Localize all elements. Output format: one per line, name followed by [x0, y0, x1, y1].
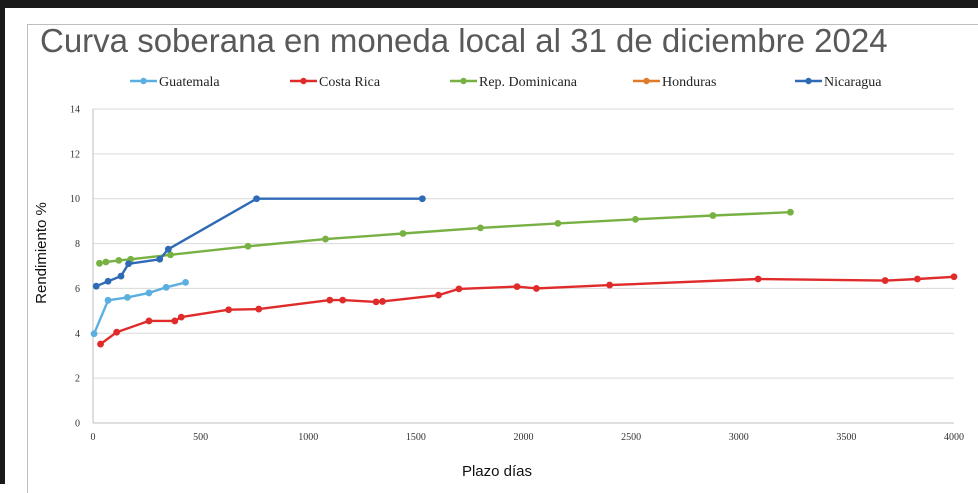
data-point — [113, 328, 121, 336]
data-point — [225, 306, 233, 314]
data-point — [399, 230, 407, 237]
x-tick-label: 1500 — [406, 432, 426, 443]
data-point — [455, 285, 463, 293]
data-point — [97, 340, 104, 348]
data-point — [513, 283, 521, 291]
data-point — [435, 291, 442, 299]
data-point — [709, 212, 717, 219]
data-point — [115, 256, 123, 264]
legend-marker — [643, 77, 650, 85]
data-point — [145, 317, 153, 325]
series-nicaragua — [92, 195, 426, 290]
data-point — [326, 296, 334, 304]
series-line — [95, 197, 423, 288]
legend-item: Rep. Dominicana — [450, 75, 578, 90]
data-point — [950, 273, 958, 281]
x-tick-label: 2000 — [514, 432, 534, 443]
legend-label: Guatemala — [159, 75, 220, 90]
series-line — [99, 211, 791, 265]
data-point — [754, 275, 762, 283]
data-point — [156, 255, 164, 263]
x-tick-label: 1000 — [298, 432, 318, 443]
data-point — [92, 282, 100, 290]
data-point — [787, 208, 794, 216]
data-point — [104, 296, 112, 304]
data-point — [145, 289, 153, 297]
y-tick-label: 2 — [75, 374, 80, 385]
data-point — [96, 259, 103, 267]
data-point — [182, 278, 189, 286]
chart-panel — [27, 24, 978, 493]
data-point — [90, 330, 98, 338]
data-point — [253, 195, 260, 203]
data-point — [104, 277, 112, 285]
data-point — [177, 313, 185, 321]
y-tick-label: 4 — [75, 329, 80, 340]
data-point — [372, 298, 380, 306]
y-tick-label: 8 — [75, 239, 80, 250]
x-tick-label: 3500 — [836, 432, 856, 443]
data-point — [244, 242, 252, 250]
data-point — [554, 219, 562, 227]
data-point — [477, 224, 484, 232]
legend-label: Nicaragua — [824, 75, 882, 90]
axes: 0 2 4 6 8 10 12 14 0 500 1000 1500 2000 2500 3000 3500 4… — [70, 105, 964, 444]
x-tick-label: 500 — [193, 432, 208, 443]
legend-label: Rep. Dominicana — [479, 75, 578, 90]
data-point — [255, 305, 263, 313]
y-axis-label: Rendimiento % — [33, 202, 50, 304]
plot-area — [90, 195, 958, 348]
legend-item: Nicaragua — [795, 75, 882, 90]
data-point — [418, 195, 426, 203]
legend: Guatemala Costa Rica Rep. Dominicana Hondur… — [130, 75, 882, 90]
data-point — [171, 317, 179, 325]
data-point — [339, 296, 347, 304]
data-point — [533, 285, 540, 292]
data-point — [125, 260, 132, 268]
y-tick-label: 10 — [70, 194, 80, 205]
data-point — [124, 294, 131, 301]
data-point — [164, 245, 172, 253]
data-point — [167, 251, 174, 259]
legend-label: Costa Rica — [319, 75, 381, 90]
series-guatemala — [90, 278, 189, 338]
legend-item: Guatemala — [130, 75, 220, 90]
x-tick-label: 0 — [91, 432, 96, 443]
legend-marker — [300, 77, 307, 85]
x-tick-label: 2500 — [621, 432, 641, 443]
x-axis-label: Plazo días — [462, 463, 532, 480]
legend-item: Costa Rica — [290, 75, 381, 90]
x-tick-label: 4000 — [944, 432, 964, 443]
series-costa-rica — [97, 273, 958, 348]
data-point — [322, 235, 329, 243]
legend-marker — [805, 77, 812, 85]
y-tick-label: 14 — [70, 105, 80, 116]
y-tick-label: 12 — [70, 149, 80, 160]
legend-marker — [140, 77, 147, 85]
data-point — [914, 275, 921, 283]
legend-item: Honduras — [633, 75, 716, 90]
y-tick-label: 6 — [75, 284, 80, 295]
series-rep-dominicana — [96, 208, 794, 267]
data-point — [379, 298, 386, 305]
data-point — [162, 283, 170, 291]
y-tick-label: 0 — [75, 419, 80, 430]
x-tick-label: 3000 — [729, 432, 749, 443]
data-point — [881, 277, 889, 284]
chart-title: Curva soberana en moneda local al 31 de … — [40, 22, 888, 59]
data-point — [102, 258, 110, 266]
legend-label: Honduras — [662, 75, 716, 90]
legend-marker — [460, 77, 467, 85]
data-point — [117, 272, 125, 280]
gridlines — [93, 108, 954, 379]
series-line — [92, 281, 186, 335]
data-point — [606, 281, 613, 289]
data-point — [632, 215, 639, 223]
